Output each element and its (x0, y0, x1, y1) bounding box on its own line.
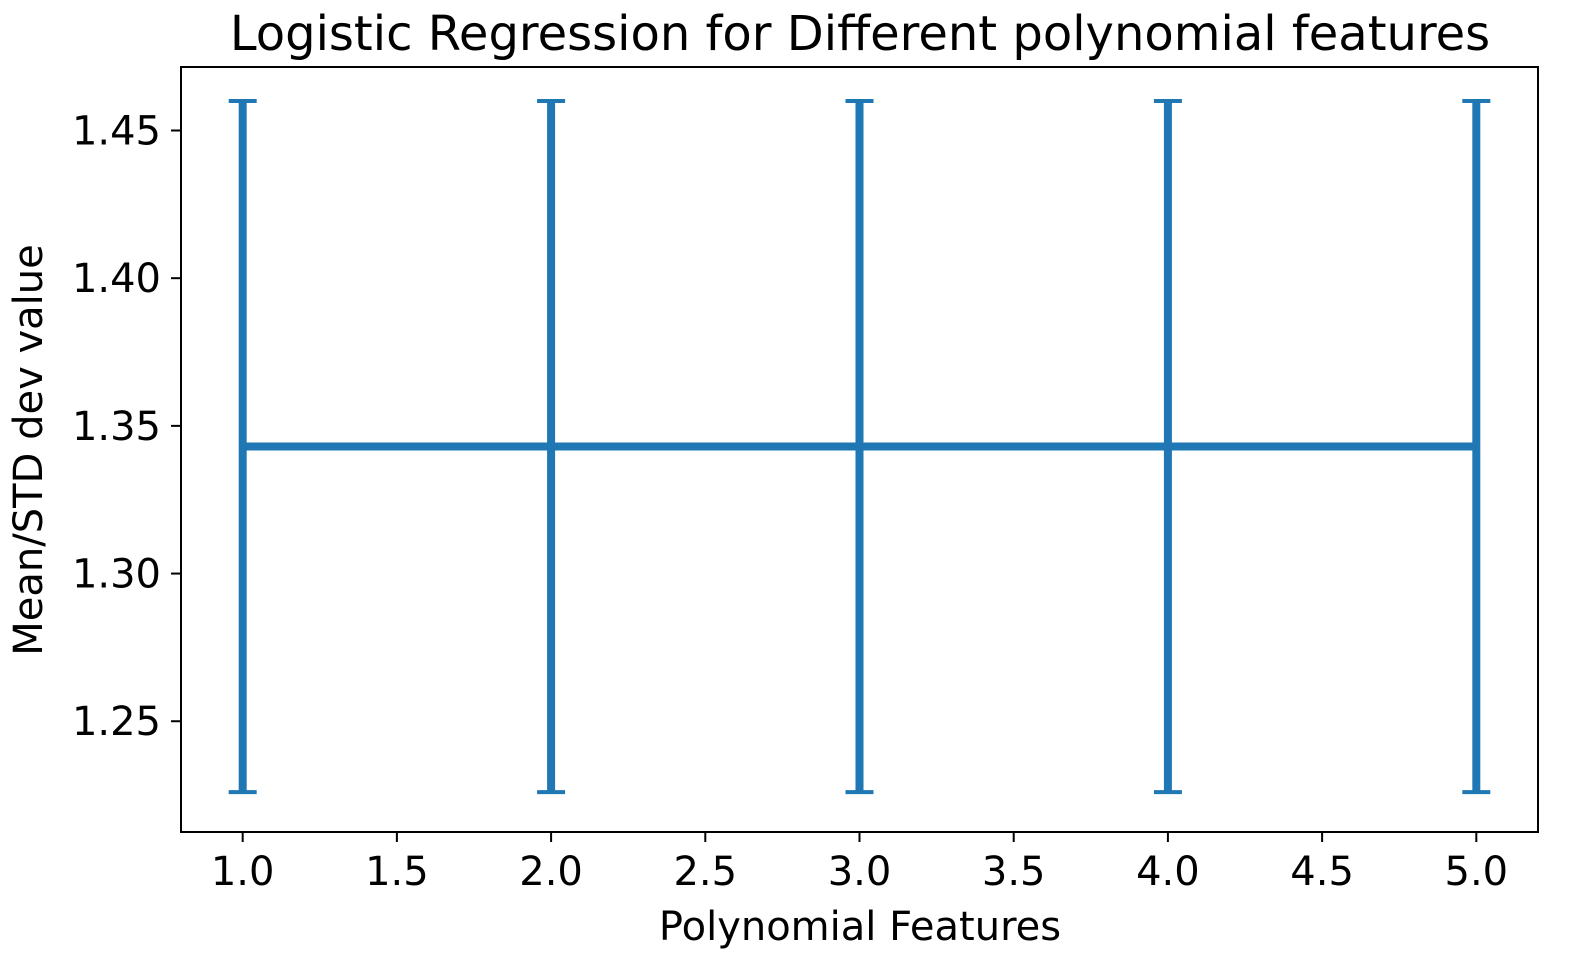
chart-title: Logistic Regression for Different polyno… (230, 6, 1490, 62)
x-axis-ticks: 1.0 1.5 2.0 2.5 3.0 3.5 4.0 4.5 5.0 (211, 832, 1508, 895)
x-tick-label: 4.5 (1290, 849, 1354, 895)
x-tick-label: 5.0 (1445, 849, 1509, 895)
y-tick-label: 1.30 (72, 552, 161, 598)
x-tick-label: 1.0 (211, 849, 275, 895)
x-tick-label: 1.5 (365, 849, 429, 895)
y-axis-label: Mean/STD dev value (6, 244, 52, 655)
x-tick-label: 2.0 (519, 849, 583, 895)
x-tick-label: 2.5 (673, 849, 737, 895)
y-tick-label: 1.40 (72, 256, 161, 302)
x-tick-label: 4.0 (1136, 849, 1200, 895)
y-tick-label: 1.25 (72, 699, 161, 745)
y-tick-label: 1.35 (72, 404, 161, 450)
y-tick-label: 1.45 (72, 109, 161, 155)
plot-area (180, 66, 1539, 833)
x-tick-label: 3.0 (828, 849, 892, 895)
x-axis-label: Polynomial Features (659, 904, 1061, 950)
x-tick-label: 3.5 (982, 849, 1046, 895)
y-axis-ticks: 1.25 1.30 1.35 1.40 1.45 (72, 109, 181, 745)
